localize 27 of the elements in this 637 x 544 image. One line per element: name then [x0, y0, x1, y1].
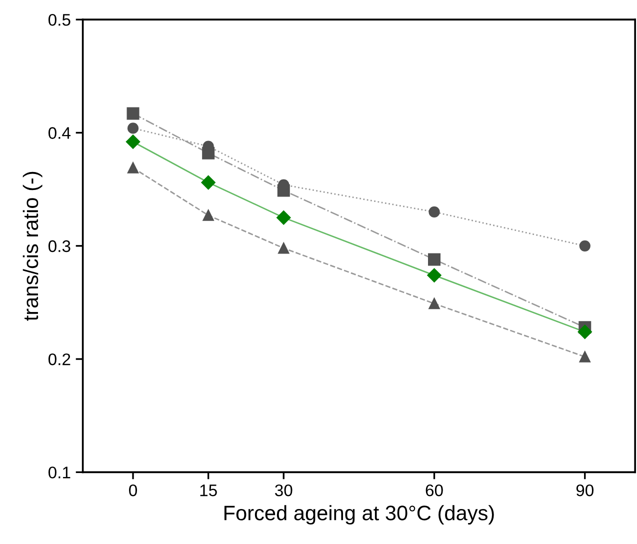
point	[127, 122, 139, 134]
x-tick-label: 60	[426, 484, 443, 496]
point	[276, 210, 291, 225]
x-tick-label: 15	[200, 484, 217, 496]
point	[126, 134, 140, 149]
y-tick-label: 0.1	[48, 466, 70, 478]
y-tick-label: 0.4	[48, 127, 71, 139]
point	[579, 351, 590, 362]
point	[428, 206, 440, 218]
point	[278, 242, 290, 254]
y-tick-label: 0.3	[48, 240, 70, 252]
y-axis-title: trans/cis ratio (-)	[22, 172, 42, 321]
x-tick-label: 0	[129, 484, 137, 496]
point	[201, 175, 216, 190]
point	[427, 268, 442, 282]
point	[578, 324, 592, 339]
point	[428, 253, 441, 266]
y-tick-label: 0.5	[48, 14, 70, 26]
x-tick-label: 30	[275, 484, 292, 496]
x-tick-label: 90	[576, 484, 594, 496]
point	[579, 240, 590, 252]
y-tick-label: 0.2	[48, 353, 70, 366]
point	[202, 210, 214, 221]
point	[428, 298, 440, 310]
point	[127, 162, 139, 174]
point	[126, 107, 140, 120]
x-axis-title: Forced ageing at 30°C (days)	[224, 505, 494, 525]
